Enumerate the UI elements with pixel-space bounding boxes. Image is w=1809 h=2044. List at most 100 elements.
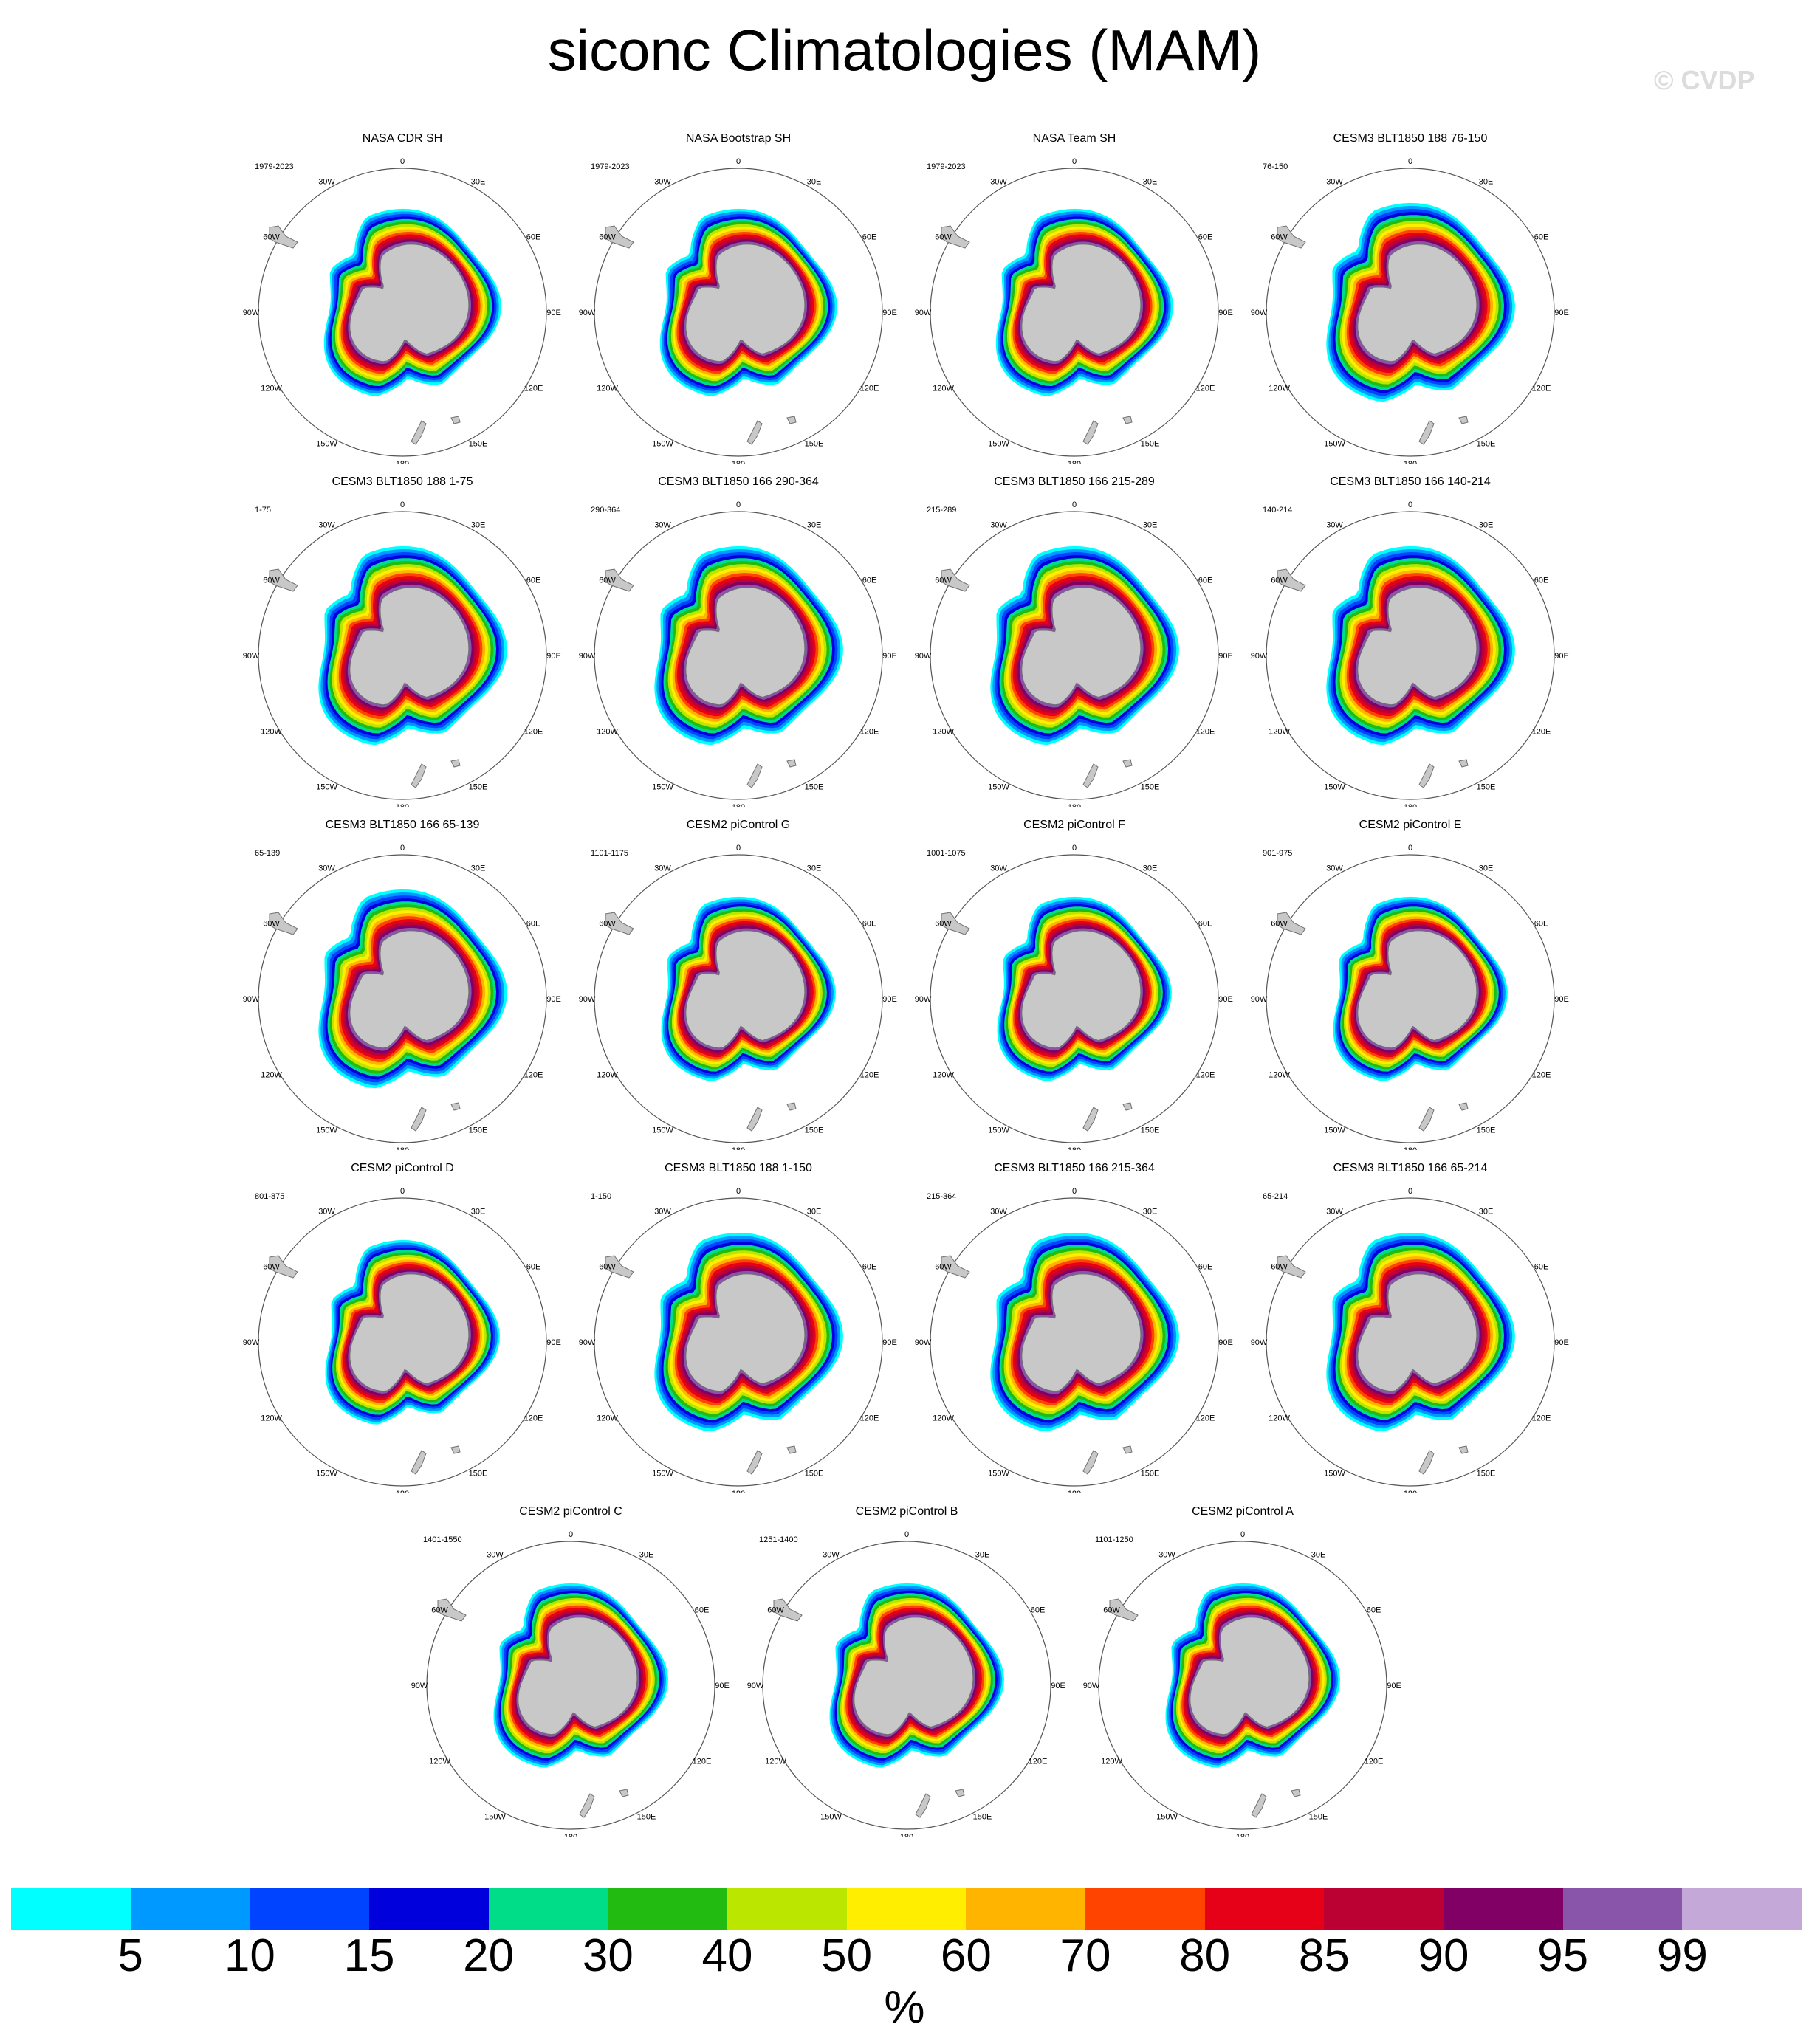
longitude-label: 180: [1068, 1146, 1081, 1150]
polar-map: 0 30E 60E 90E 120E 150E 180 150W 120W 90W 60W 30W: [915, 500, 1233, 807]
map-panel: 0 30E 60E 90E 120E 150E 180 150W 120W 90W 60W 30W CE…: [1248, 131, 1573, 464]
panel-years: 140-214: [1263, 506, 1293, 515]
polar-map: 0 30E 60E 90E 120E 150E 180 150W 120W 90W 60W 30W: [915, 1187, 1233, 1493]
map-panel: 0 30E 60E 90E 120E 150E 180 150W 120W 90W 60W 30W CE…: [240, 818, 565, 1150]
longitude-label: 90E: [546, 309, 561, 317]
longitude-label: 90E: [1218, 1338, 1233, 1347]
panel-years: 801-875: [255, 1192, 285, 1201]
longitude-label: 120W: [933, 1414, 954, 1423]
longitude-label: 120W: [765, 1758, 786, 1766]
tasmania-landmass: [1458, 759, 1469, 768]
longitude-label: 60E: [862, 233, 877, 242]
panel-title: CESM3 BLT1850 188 76-150: [1333, 132, 1488, 145]
new-zealand-landmass: [411, 763, 427, 788]
panel-years: 65-214: [1263, 1192, 1288, 1201]
longitude-label: 150E: [1141, 1126, 1160, 1135]
panel-title: CESM3 BLT1850 166 65-214: [1333, 1162, 1488, 1174]
longitude-label: 30E: [1143, 1208, 1158, 1217]
longitude-label: 120E: [693, 1758, 712, 1766]
south-america-landmass: [941, 568, 970, 592]
panel-title: CESM2 piControl D: [351, 1162, 454, 1174]
panel-years: 65-139: [255, 849, 281, 858]
longitude-label: 0: [400, 1187, 405, 1196]
polar-map: 0 30E 60E 90E 120E 150E 180 150W 120W 90W 60W 30W: [243, 500, 561, 807]
south-america-landmass: [269, 568, 298, 592]
longitude-label: 180: [732, 1490, 745, 1493]
panel-title: CESM3 BLT1850 166 290-364: [658, 475, 819, 488]
longitude-label: 120E: [860, 385, 879, 393]
longitude-label: 120E: [1532, 728, 1551, 737]
longitude-label: 150W: [316, 1126, 337, 1135]
longitude-label: 90W: [243, 652, 260, 661]
longitude-label: 120W: [597, 385, 618, 393]
panel-years: 1401-1550: [423, 1535, 462, 1544]
longitude-label: 30W: [654, 864, 671, 873]
polar-map: 0 30E 60E 90E 120E 150E 180 150W 120W 90W 60W 30W: [411, 1530, 730, 1837]
longitude-label: 30W: [823, 1551, 840, 1560]
polar-map: 0 30E 60E 90E 120E 150E 180 150W 120W 90W 60W 30W: [579, 500, 897, 807]
longitude-label: 60E: [1031, 1606, 1046, 1615]
longitude-label: 0: [400, 500, 405, 509]
colorbar-tick-label: 50: [821, 1930, 873, 1981]
longitude-label: 90W: [243, 995, 260, 1004]
longitude-label: 150W: [316, 1470, 337, 1479]
longitude-label: 180: [396, 460, 409, 464]
longitude-label: 90E: [882, 652, 897, 661]
longitude-label: 150W: [1324, 1470, 1345, 1479]
tasmania-landmass: [1122, 1102, 1133, 1111]
longitude-label: 60W: [599, 920, 616, 929]
colorbar-segment: [488, 1888, 608, 1930]
longitude-label: 90E: [1051, 1682, 1065, 1690]
longitude-label: 150E: [805, 1470, 824, 1479]
longitude-label: 90W: [1251, 995, 1268, 1004]
colorbar-segment: [1444, 1888, 1564, 1930]
polar-map: 0 30E 60E 90E 120E 150E 180 150W 120W 90W 60W 30W: [1251, 844, 1569, 1150]
map-panel: 0 30E 60E 90E 120E 150E 180 150W 120W 90W 60W 30W CE…: [1248, 1161, 1573, 1493]
longitude-label: 30W: [1326, 521, 1343, 530]
new-zealand-landmass: [1418, 763, 1435, 788]
longitude-label: 30E: [807, 521, 822, 530]
map-panel: 0 30E 60E 90E 120E 150E 180 150W 120W 90W 60W 30W CE…: [1080, 1504, 1405, 1837]
tasmania-landmass: [619, 1789, 629, 1797]
longitude-label: 150W: [988, 1126, 1009, 1135]
panel-years: 1101-1250: [1095, 1535, 1133, 1544]
longitude-label: 120W: [597, 1414, 618, 1423]
panel-years: 1251-1400: [759, 1535, 798, 1544]
longitude-label: 30E: [471, 864, 486, 873]
antarctica-landmass: [349, 244, 470, 362]
south-america-landmass: [269, 225, 298, 249]
longitude-label: 60E: [862, 577, 877, 585]
colorbar-segment: [369, 1888, 490, 1930]
map-panel: 0 30E 60E 90E 120E 150E 180 150W 120W 90W 60W 30W CE…: [744, 1504, 1069, 1837]
new-zealand-landmass: [579, 1793, 595, 1818]
longitude-label: 30W: [318, 521, 335, 530]
longitude-label: 60W: [599, 577, 616, 585]
longitude-label: 60W: [1271, 577, 1288, 585]
longitude-label: 60E: [1534, 1263, 1549, 1272]
panel-years: 1-150: [591, 1192, 612, 1201]
longitude-label: 90W: [243, 1338, 260, 1347]
longitude-label: 60W: [263, 920, 280, 929]
panel-title: CESM3 BLT1850 188 1-75: [332, 475, 473, 488]
longitude-label: 120W: [933, 1071, 954, 1080]
colorbar-tick-label: 90: [1418, 1930, 1469, 1981]
longitude-label: 30W: [318, 1208, 335, 1217]
longitude-label: 120E: [1532, 385, 1551, 393]
panel-title: NASA Bootstrap SH: [685, 132, 792, 145]
longitude-label: 30E: [975, 1551, 990, 1560]
longitude-label: 30E: [1479, 521, 1494, 530]
antarctica-landmass: [1021, 930, 1142, 1049]
longitude-label: 90W: [915, 995, 932, 1004]
longitude-label: 120E: [524, 1414, 543, 1423]
tasmania-landmass: [786, 1445, 797, 1454]
longitude-label: 60E: [1198, 1263, 1213, 1272]
longitude-label: 60W: [1103, 1606, 1120, 1615]
new-zealand-landmass: [746, 763, 763, 788]
longitude-label: 30E: [807, 178, 822, 187]
colorbar-segment: [608, 1888, 728, 1930]
new-zealand-landmass: [1082, 420, 1099, 445]
new-zealand-landmass: [746, 1450, 763, 1475]
longitude-label: 180: [1068, 803, 1081, 807]
map-panel: 0 30E 60E 90E 120E 150E 180 150W 120W 90W 60W 30W CE…: [1248, 818, 1573, 1150]
longitude-label: 150W: [988, 783, 1009, 792]
